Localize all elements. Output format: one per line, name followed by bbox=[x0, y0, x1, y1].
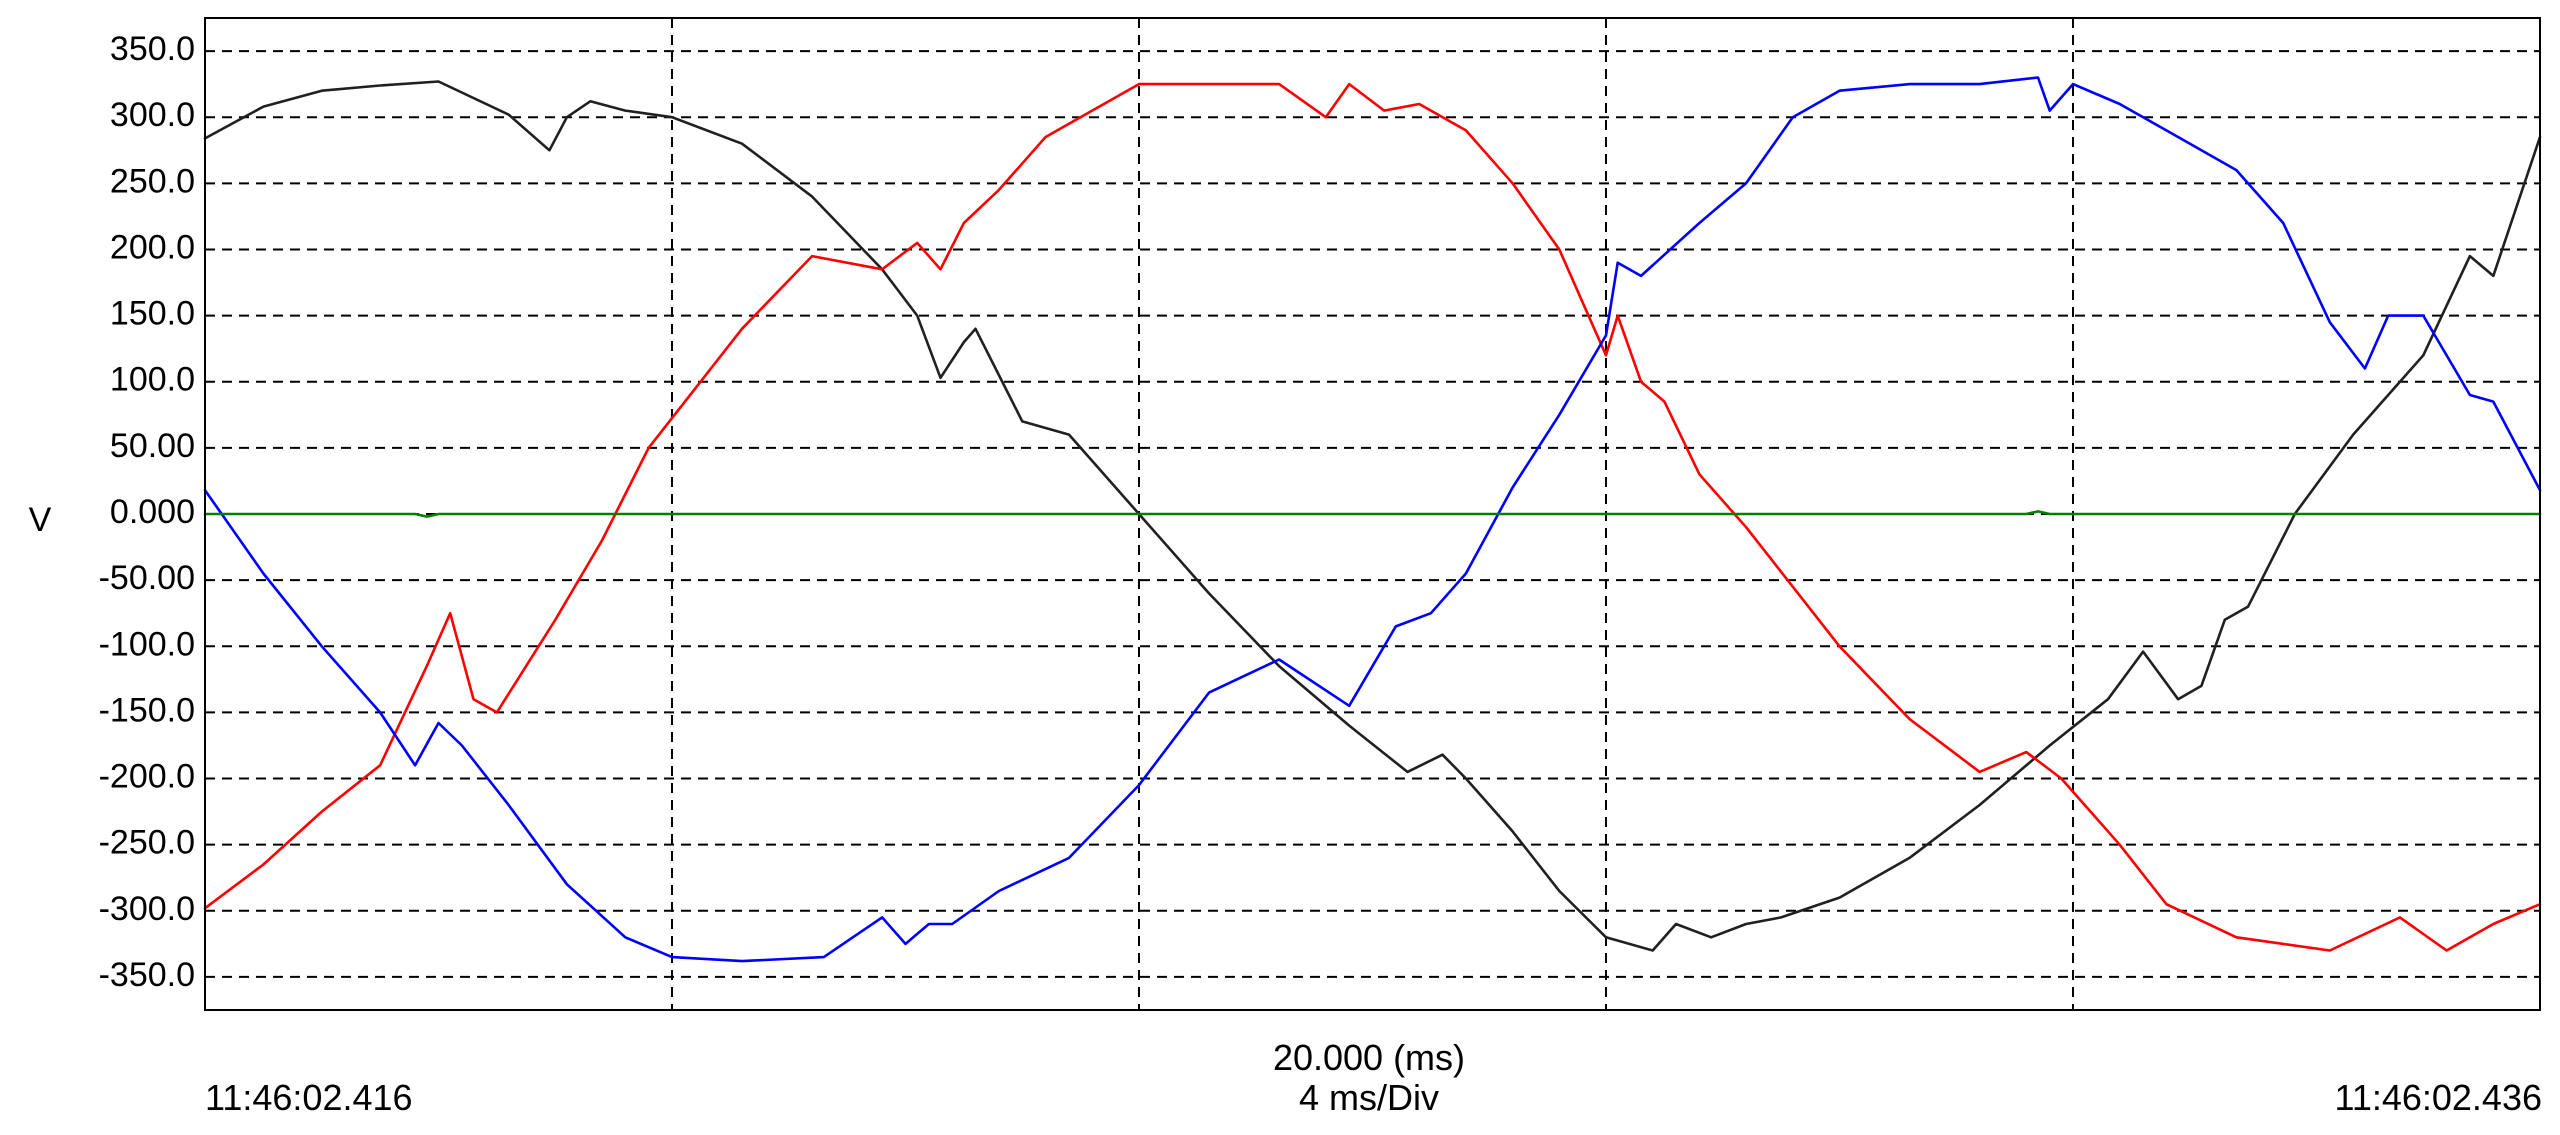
y-tick-label: -150.0 bbox=[99, 691, 195, 729]
y-tick-label: 0.000 bbox=[110, 493, 195, 531]
series-line-red bbox=[203, 82, 2542, 952]
series-group bbox=[203, 76, 2542, 963]
y-tick-label: 50.00 bbox=[110, 427, 195, 465]
y-tick-label: -350.0 bbox=[99, 956, 195, 994]
y-tick-label: 350.0 bbox=[110, 30, 195, 68]
y-tick-label: -200.0 bbox=[99, 758, 195, 796]
y-tick-label: -300.0 bbox=[99, 890, 195, 928]
y-axis-label: V bbox=[29, 501, 52, 539]
y-axis-ticks: 350.0 300.0 250.0 200.0 150.0 100.0 50.00 0.000… bbox=[99, 30, 195, 994]
y-tick-label: -50.00 bbox=[99, 559, 195, 597]
x-span-label: 20.000 (ms) bbox=[1272, 1037, 1466, 1078]
y-tick-label: 250.0 bbox=[110, 162, 195, 200]
y-tick-label: -100.0 bbox=[99, 625, 195, 663]
series-line-black bbox=[203, 80, 2542, 952]
y-tick-label: 300.0 bbox=[110, 96, 195, 134]
series-line-green bbox=[203, 510, 2542, 518]
y-tick-label: 150.0 bbox=[110, 295, 195, 333]
x-end-label: 11:46:02.436 bbox=[2334, 1077, 2542, 1118]
plot-frame bbox=[204, 17, 2541, 1011]
x-div-label: 4 ms/Div bbox=[1298, 1077, 1440, 1118]
y-tick-label: 200.0 bbox=[110, 228, 195, 266]
y-tick-label: 100.0 bbox=[110, 361, 195, 399]
y-tick-label: -250.0 bbox=[99, 824, 195, 862]
x-start-label: 11:46:02.416 bbox=[205, 1077, 413, 1118]
series-line-blue bbox=[203, 76, 2542, 963]
